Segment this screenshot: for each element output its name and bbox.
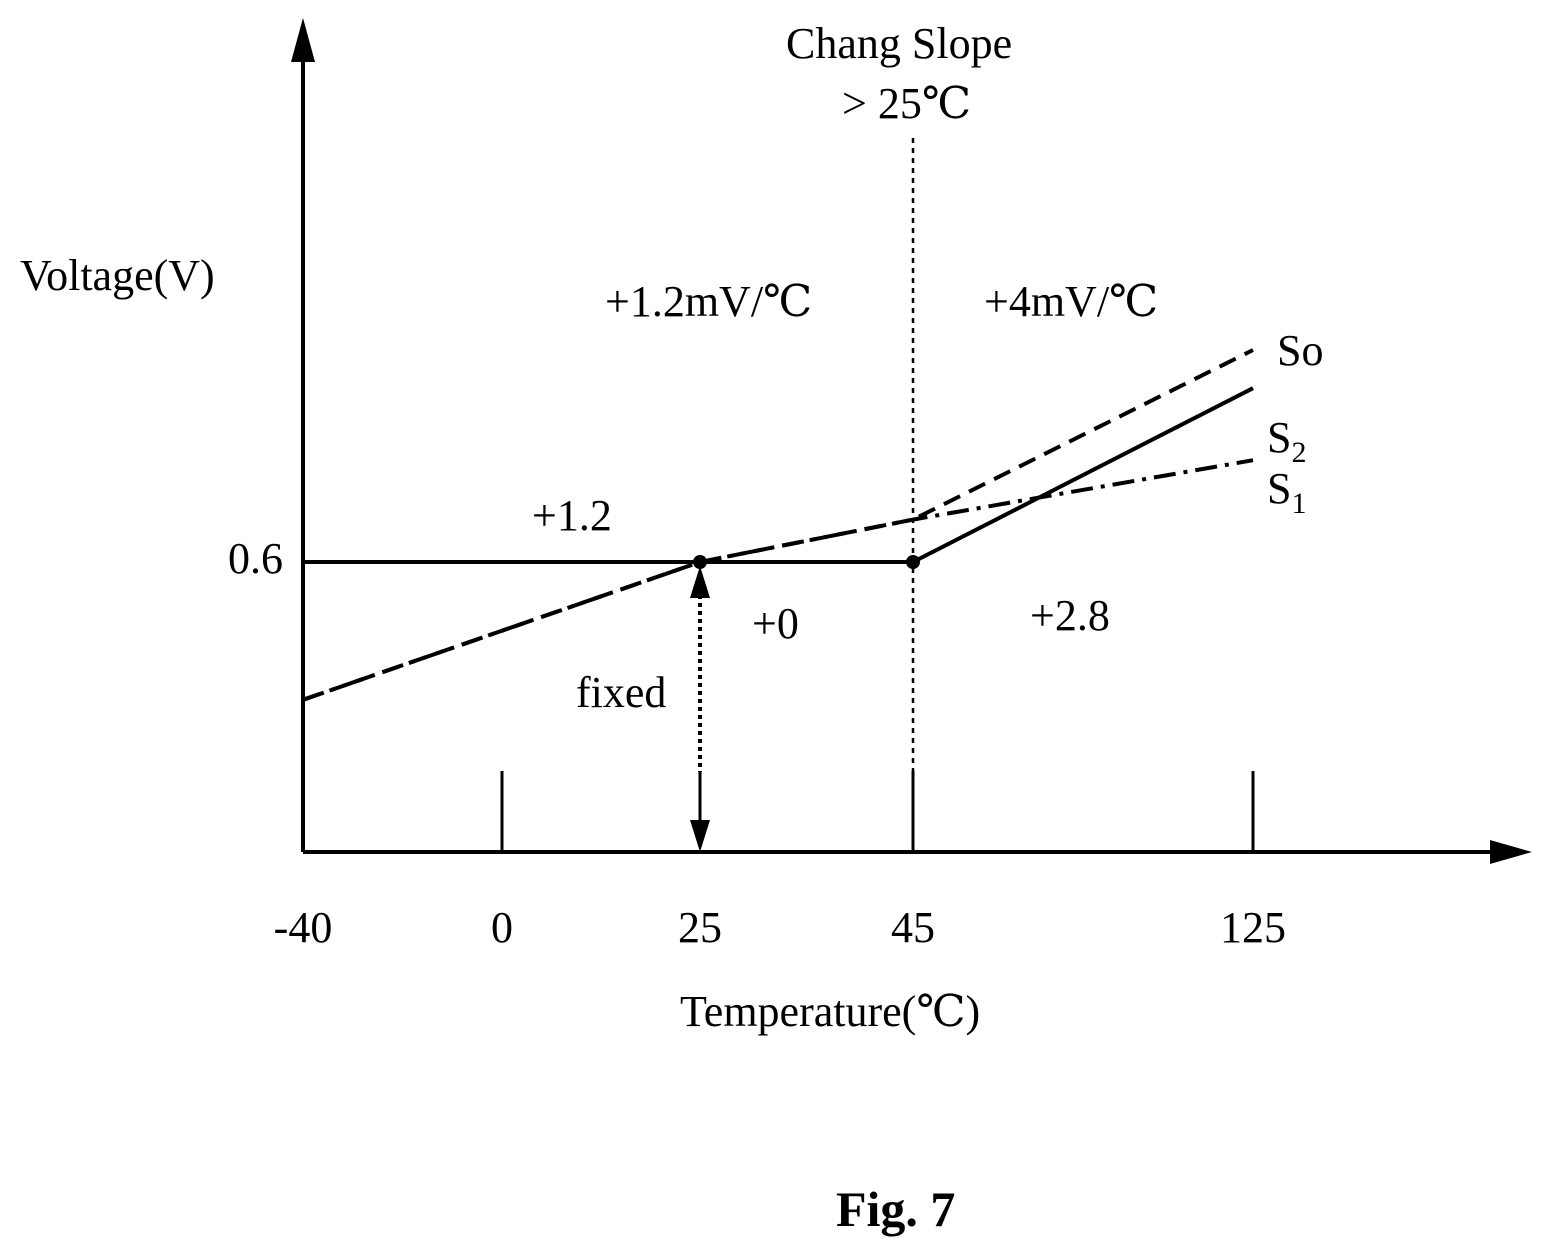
change-slope-header: Chang Slope xyxy=(786,19,1012,68)
offset-zero-label: +0 xyxy=(752,599,799,648)
slope-high-label: +4mV/℃ xyxy=(984,277,1158,326)
series-label-s2: S2 xyxy=(1267,413,1306,469)
y-axis-arrow xyxy=(291,18,315,62)
x-tick-label: 125 xyxy=(1220,903,1286,952)
offset-upper-label: +1.2 xyxy=(532,491,612,540)
x-tick-marks xyxy=(500,771,1255,852)
series-label-s2-sub: 2 xyxy=(1291,436,1306,469)
fixed-arrow-down-head xyxy=(690,820,710,852)
x-tick-label: 25 xyxy=(678,903,722,952)
series-group xyxy=(302,348,1254,702)
x-tick-label: 45 xyxy=(891,903,935,952)
data-point xyxy=(693,555,707,569)
x-axis-label: Temperature(℃) xyxy=(680,987,980,1036)
series-s2-line xyxy=(302,458,1254,702)
x-tick-label: -40 xyxy=(274,903,333,952)
x-tick-labels: -40 0 25 45 125 xyxy=(274,903,1286,952)
change-slope-condition: > 25℃ xyxy=(842,79,971,128)
slope-low-label: +1.2mV/℃ xyxy=(605,277,812,326)
y-axis-label: Voltage(V) xyxy=(20,251,215,300)
series-label-s1: S1 xyxy=(1267,464,1306,520)
series-s1-line xyxy=(303,386,1254,564)
y-tick-label: 0.6 xyxy=(228,534,283,583)
offset-high-label: +2.8 xyxy=(1030,591,1110,640)
figure-label: Fig. 7 xyxy=(836,1181,955,1237)
series-label-s1-base: S xyxy=(1267,464,1291,513)
series-label-s2-base: S xyxy=(1267,413,1291,462)
x-axis-arrow xyxy=(1490,840,1532,864)
x-tick-label: 0 xyxy=(491,903,513,952)
fixed-label: fixed xyxy=(576,668,666,717)
data-point xyxy=(906,555,920,569)
series-label-s1-sub: 1 xyxy=(1291,487,1306,520)
point-group xyxy=(693,555,920,569)
fixed-arrow-up-head xyxy=(690,566,710,598)
series-label-so: So xyxy=(1277,326,1323,375)
